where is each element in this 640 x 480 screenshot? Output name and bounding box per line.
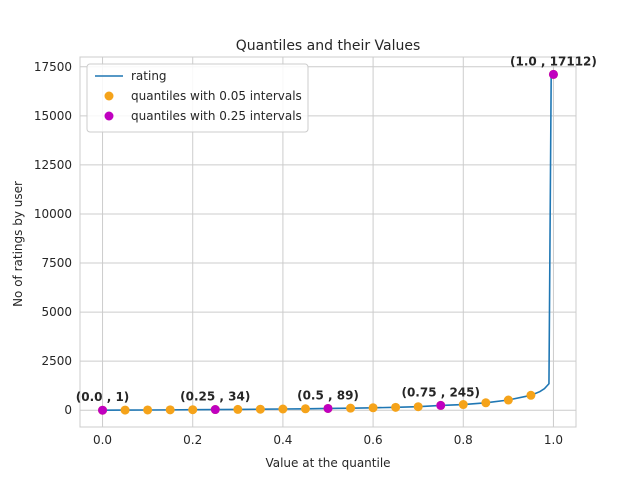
annotation-label: (0.25 , 34)	[180, 390, 250, 404]
point-005-interval	[481, 398, 491, 408]
y-tick-label: 0	[64, 403, 72, 417]
point-005-interval	[143, 405, 153, 415]
point-005-interval	[503, 395, 513, 405]
point-005-interval	[120, 405, 130, 415]
point-005-interval	[458, 400, 468, 410]
legend-marker-swatch	[104, 111, 114, 121]
point-005-interval	[368, 403, 378, 413]
point-025-interval	[548, 69, 558, 79]
point-005-interval	[300, 404, 310, 414]
x-tick-label: 0.0	[93, 433, 112, 447]
point-025-interval	[210, 405, 220, 415]
point-025-interval	[436, 400, 446, 410]
y-axis: 0 2500 5000 7500 10000 12500 15000 17500	[34, 60, 72, 417]
x-tick-label: 0.2	[183, 433, 202, 447]
legend-entry-label: quantiles with 0.05 intervals	[131, 89, 302, 103]
y-tick-label: 17500	[34, 60, 72, 74]
point-005-interval	[165, 405, 175, 415]
point-005-interval	[526, 390, 536, 400]
y-tick-label: 10000	[34, 207, 72, 221]
legend-box	[86, 63, 309, 133]
x-tick-label: 0.8	[454, 433, 473, 447]
y-tick-label: 12500	[34, 158, 72, 172]
annotation-label: (0.0 , 1)	[76, 390, 130, 404]
point-005-interval	[188, 405, 198, 415]
annotations-layer: (0.0 , 1) (0.25 , 34) (0.5 , 89) (0.75 , 24…	[76, 54, 597, 404]
point-005-interval	[346, 403, 356, 413]
legend-entry-label: rating	[131, 69, 167, 83]
x-axis: 0.0 0.2 0.4 0.6 0.8 1.0	[93, 433, 563, 447]
annotation-label: (0.75 , 245)	[401, 385, 480, 399]
x-tick-label: 1.0	[544, 433, 563, 447]
x-axis-label: Value at the quantile	[265, 456, 390, 470]
series-layer	[98, 69, 558, 415]
legend: rating quantiles with 0.05 intervals quant…	[86, 63, 309, 133]
point-025-interval	[98, 405, 108, 415]
x-tick-label: 0.4	[273, 433, 292, 447]
point-025-interval	[323, 403, 333, 413]
legend-entry-label: quantiles with 0.25 intervals	[131, 109, 302, 123]
legend-marker-swatch	[104, 91, 114, 101]
point-005-interval	[278, 404, 288, 414]
x-tick-label: 0.6	[364, 433, 383, 447]
y-tick-label: 5000	[41, 305, 72, 319]
point-005-interval	[413, 402, 423, 412]
point-005-interval	[233, 404, 243, 414]
chart-title: Quantiles and their Values	[236, 38, 421, 54]
y-tick-label: 15000	[34, 109, 72, 123]
point-005-interval	[391, 402, 401, 412]
annotation-label: (0.5 , 89)	[297, 388, 359, 402]
y-axis-label: No of ratings by user	[11, 181, 25, 307]
y-tick-label: 2500	[41, 354, 72, 368]
point-005-interval	[255, 404, 265, 414]
annotation-label: (1.0 , 17112)	[510, 54, 597, 68]
plot-frame	[79, 56, 577, 428]
y-tick-label: 7500	[41, 256, 72, 270]
